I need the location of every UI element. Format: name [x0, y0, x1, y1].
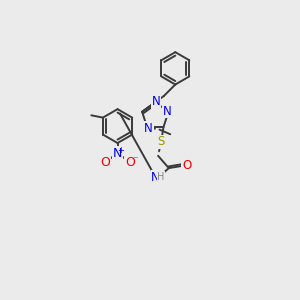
- Text: N: N: [152, 171, 160, 184]
- Text: O: O: [182, 158, 191, 172]
- Text: S: S: [158, 135, 165, 148]
- Text: O: O: [125, 156, 135, 169]
- Text: O: O: [100, 156, 110, 169]
- Text: H: H: [158, 172, 165, 182]
- Text: N: N: [152, 95, 161, 108]
- Text: ⁻: ⁻: [132, 155, 138, 165]
- Text: N: N: [144, 122, 153, 135]
- Text: N: N: [113, 146, 122, 160]
- Text: +: +: [118, 146, 124, 155]
- Text: N: N: [163, 104, 171, 118]
